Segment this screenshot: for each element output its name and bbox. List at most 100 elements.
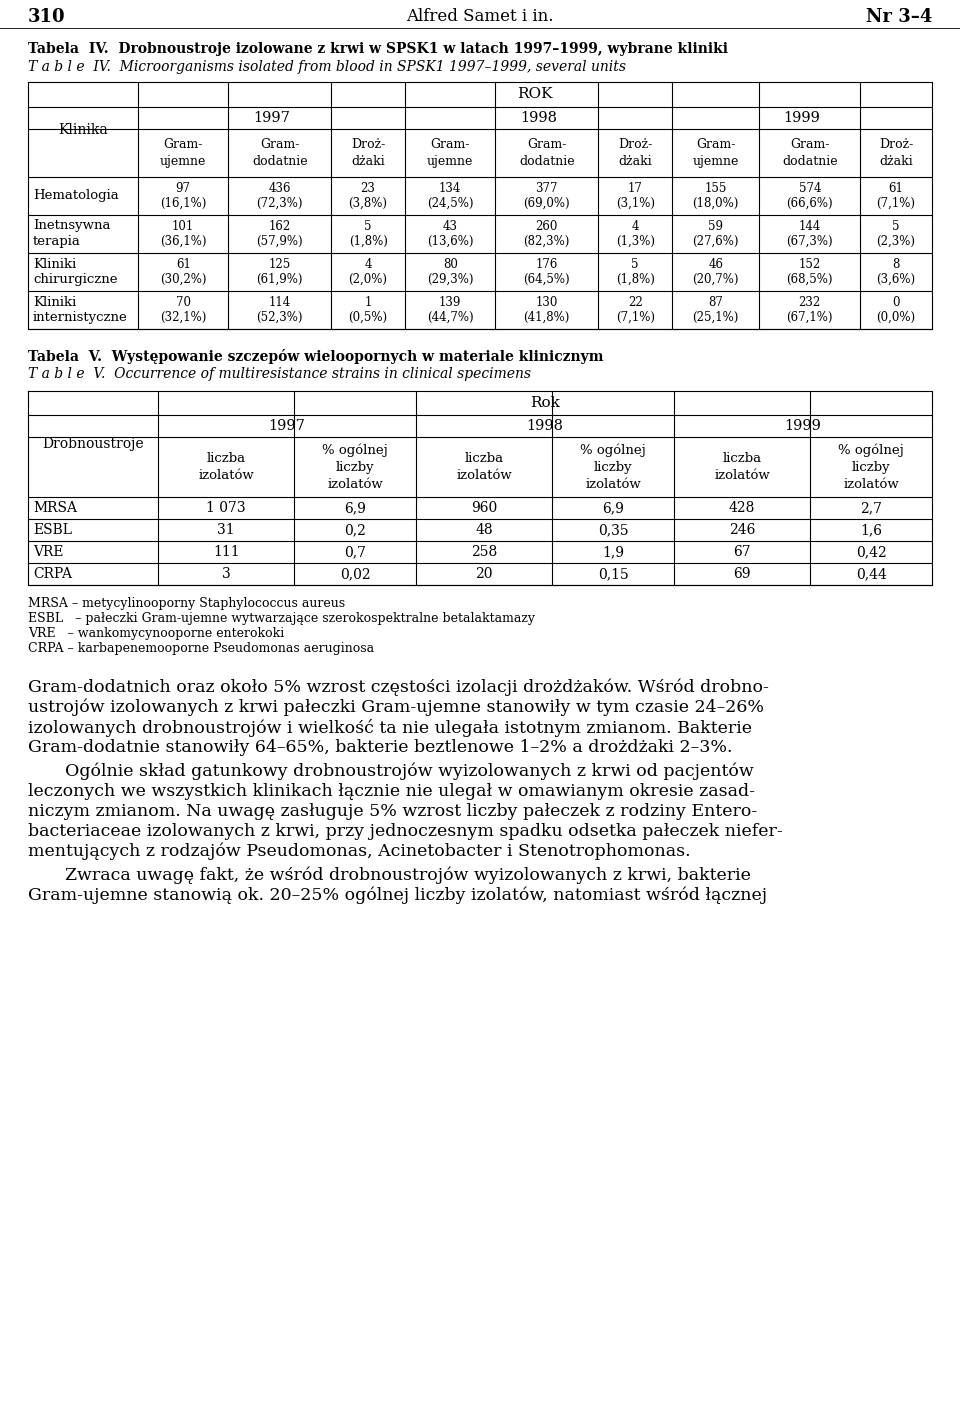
Text: 144
(67,3%): 144 (67,3%) [786,220,833,248]
Text: 87
(25,1%): 87 (25,1%) [692,295,739,324]
Text: mentujących z rodzajów Pseudomonas, Acinetobacter i Stenotrophomonas.: mentujących z rodzajów Pseudomonas, Acin… [28,843,690,860]
Text: 31: 31 [217,524,235,537]
Text: 0,2: 0,2 [345,524,366,537]
Text: Gram-
dodatnie: Gram- dodatnie [252,138,307,168]
Text: 176
(64,5%): 176 (64,5%) [523,258,570,285]
Text: niczym zmianom. Na uwagę zasługuje 5% wzrost liczby pałeczek z rodziny Entero-: niczym zmianom. Na uwagę zasługuje 5% wz… [28,803,757,821]
Text: 101
(36,1%): 101 (36,1%) [160,220,206,248]
Text: Kliniki
chirurgiczne: Kliniki chirurgiczne [33,257,117,287]
Text: Gram-dodatnie stanowiły 64–65%, bakterie beztlenowe 1–2% a drożdżaki 2–3%.: Gram-dodatnie stanowiły 64–65%, bakterie… [28,739,732,756]
Text: 6,9: 6,9 [602,501,624,515]
Text: 1998: 1998 [520,111,557,126]
Text: Droż-
dżaki: Droż- dżaki [618,138,652,168]
Text: 6,9: 6,9 [345,501,366,515]
Text: 1
(0,5%): 1 (0,5%) [348,295,388,324]
Text: Gram-dodatnich oraz około 5% wzrost częstości izolacji drożdżaków. Wśród drobno-: Gram-dodatnich oraz około 5% wzrost częs… [28,679,769,696]
Text: ROK: ROK [517,87,553,101]
Text: 139
(44,7%): 139 (44,7%) [427,295,473,324]
Text: 5
(2,3%): 5 (2,3%) [876,220,916,248]
Text: VRE: VRE [33,545,63,559]
Text: 4
(1,3%): 4 (1,3%) [615,220,655,248]
Text: Ogólnie skład gatunkowy drobnoustrojów wyizolowanych z krwi od pacjentów: Ogólnie skład gatunkowy drobnoustrojów w… [65,763,754,781]
Text: 61
(30,2%): 61 (30,2%) [160,258,206,285]
Text: 59
(27,6%): 59 (27,6%) [692,220,739,248]
Text: 1997: 1997 [269,420,305,432]
Text: 134
(24,5%): 134 (24,5%) [427,183,473,210]
Text: Gram-
ujemne: Gram- ujemne [160,138,206,168]
Text: 0
(0,0%): 0 (0,0%) [876,295,916,324]
Text: % ogólnej
liczby
izolatów: % ogólnej liczby izolatów [580,444,646,491]
Text: 1999: 1999 [784,420,822,432]
Text: % ogólnej
liczby
izolatów: % ogólnej liczby izolatów [838,444,904,491]
Text: Drobnoustroje: Drobnoustroje [42,437,144,451]
Text: 130
(41,8%): 130 (41,8%) [523,295,570,324]
Text: 1999: 1999 [783,111,821,126]
Text: 46
(20,7%): 46 (20,7%) [692,258,739,285]
Text: Kliniki
internistyczne: Kliniki internistyczne [33,295,128,324]
Text: bacteriaceae izolowanych z krwi, przy jednoczesnym spadku odsetka pałeczek niefe: bacteriaceae izolowanych z krwi, przy je… [28,823,782,841]
Text: 8
(3,6%): 8 (3,6%) [876,258,916,285]
Text: Gram-ujemne stanowią ok. 20–25% ogólnej liczby izolatów, natomiast wśród łącznej: Gram-ujemne stanowią ok. 20–25% ogólnej … [28,888,767,905]
Text: CRPA – karbapenemooporne Pseudomonas aeruginosa: CRPA – karbapenemooporne Pseudomonas aer… [28,642,374,655]
Text: Hematologia: Hematologia [33,190,119,203]
Text: 5
(1,8%): 5 (1,8%) [348,220,388,248]
Text: 5
(1,8%): 5 (1,8%) [615,258,655,285]
Text: 0,35: 0,35 [598,524,629,537]
Text: 3: 3 [222,567,230,581]
Text: 1,9: 1,9 [602,545,624,559]
Text: 152
(68,5%): 152 (68,5%) [786,258,833,285]
Text: Tabela  V.  Występowanie szczepów wieloopornych w materiale klinicznym: Tabela V. Występowanie szczepów wieloopo… [28,350,604,364]
Text: 0,42: 0,42 [855,545,887,559]
Text: liczba
izolatów: liczba izolatów [199,452,254,482]
Text: Rok: Rok [530,397,560,410]
Text: Gram-
ujemne: Gram- ujemne [692,138,739,168]
Text: 162
(57,9%): 162 (57,9%) [256,220,303,248]
Text: 960: 960 [471,501,497,515]
Text: Zwraca uwagę fakt, że wśród drobnoustrojów wyizolowanych z krwi, bakterie: Zwraca uwagę fakt, że wśród drobnoustroj… [65,868,751,885]
Text: 20: 20 [475,567,492,581]
Text: % ogólnej
liczby
izolatów: % ogólnej liczby izolatów [323,444,388,491]
Text: 310: 310 [28,9,65,26]
Text: 232
(67,1%): 232 (67,1%) [786,295,833,324]
Text: 155
(18,0%): 155 (18,0%) [692,183,739,210]
Text: 2,7: 2,7 [860,501,882,515]
Text: liczba
izolatów: liczba izolatów [714,452,770,482]
Text: 125
(61,9%): 125 (61,9%) [256,258,303,285]
Text: 260
(82,3%): 260 (82,3%) [523,220,570,248]
Text: Klinika: Klinika [59,123,108,137]
Text: 436
(72,3%): 436 (72,3%) [256,183,303,210]
Text: 0,02: 0,02 [340,567,371,581]
Text: ustrojów izolowanych z krwi pałeczki Gram-ujemne stanowiły w tym czasie 24–26%: ustrojów izolowanych z krwi pałeczki Gra… [28,699,764,716]
Text: 4
(2,0%): 4 (2,0%) [348,258,388,285]
Text: 1998: 1998 [526,420,564,432]
Text: 0,15: 0,15 [598,567,629,581]
Text: T a b l e  IV.  Microorganisms isolated from blood in SPSK1 1997–1999, several u: T a b l e IV. Microorganisms isolated fr… [28,60,626,74]
Text: Gram-
dodatnie: Gram- dodatnie [519,138,575,168]
Text: 97
(16,1%): 97 (16,1%) [160,183,206,210]
Text: MRSA: MRSA [33,501,77,515]
Text: 246: 246 [729,524,756,537]
Text: 258: 258 [471,545,497,559]
Text: Nr 3–4: Nr 3–4 [866,9,932,26]
Text: 114
(52,3%): 114 (52,3%) [256,295,303,324]
Text: leczonych we wszystkich klinikach łącznie nie ulegał w omawianym okresie zasad-: leczonych we wszystkich klinikach łączni… [28,783,755,801]
Text: 1997: 1997 [253,111,290,126]
Text: 0,44: 0,44 [855,567,887,581]
Text: 61
(7,1%): 61 (7,1%) [876,183,916,210]
Text: 22
(7,1%): 22 (7,1%) [615,295,655,324]
Text: Gram-
dodatnie: Gram- dodatnie [782,138,837,168]
Text: ESBL   – pałeczki Gram-ujemne wytwarzające szerokospektralne betalaktamazy: ESBL – pałeczki Gram-ujemne wytwarzające… [28,612,535,625]
Text: 574
(66,6%): 574 (66,6%) [786,183,833,210]
Text: 48: 48 [475,524,493,537]
Text: VRE   – wankomycynooporne enterokoki: VRE – wankomycynooporne enterokoki [28,626,284,639]
Text: 43
(13,6%): 43 (13,6%) [427,220,473,248]
Text: CRPA: CRPA [33,567,72,581]
Text: 0,7: 0,7 [345,545,366,559]
Text: Droż-
dżaki: Droż- dżaki [351,138,385,168]
Text: MRSA – metycylinooporny Staphylococcus aureus: MRSA – metycylinooporny Staphylococcus a… [28,596,346,609]
Text: Tabela  IV.  Drobnoustroje izolowane z krwi w SPSK1 w latach 1997–1999, wybrane : Tabela IV. Drobnoustroje izolowane z krw… [28,41,728,56]
Text: 17
(3,1%): 17 (3,1%) [615,183,655,210]
Text: T a b l e  V.  Occurrence of multiresistance strains in clinical specimens: T a b l e V. Occurrence of multiresistan… [28,367,531,381]
Text: Alfred Samet i in.: Alfred Samet i in. [406,9,554,26]
Text: 67: 67 [733,545,751,559]
